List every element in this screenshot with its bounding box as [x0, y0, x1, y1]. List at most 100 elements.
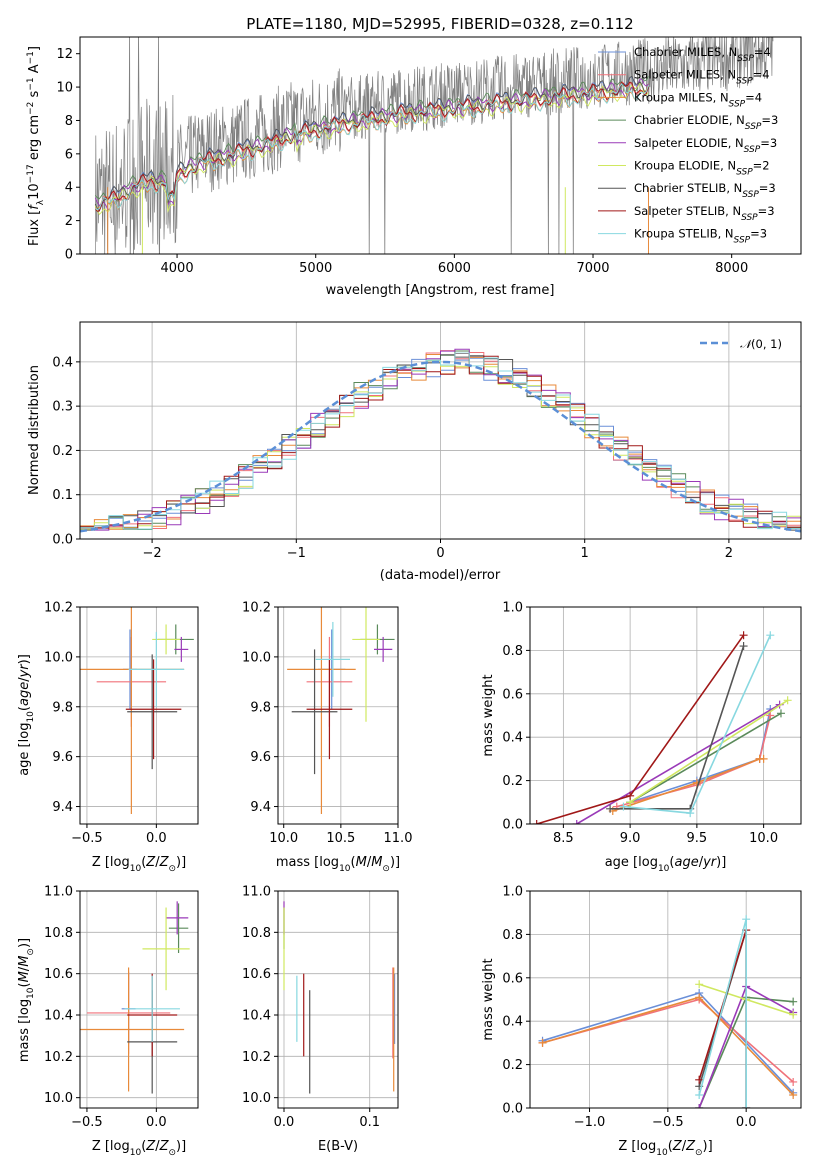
model-spectrum-line [94, 75, 649, 212]
x-tick-label: 10.0 [749, 831, 778, 846]
label-part: ( [668, 1139, 673, 1154]
x-tick-label: 2 [725, 546, 733, 561]
label-part: erg cm [27, 115, 42, 164]
weight-marker [572, 820, 581, 824]
y-tick-label: 10.8 [242, 926, 271, 941]
weight-marker [783, 696, 792, 705]
axes-frame [277, 606, 399, 825]
plot-area [94, 37, 774, 254]
x-tick-label: 9.0 [620, 831, 641, 846]
label-part: ( [141, 1139, 146, 1154]
mass-vs-Z-panel: −0.5 0.010.010.210.410.610.811.0Z [log10(… [17, 885, 199, 1158]
x-tick-label: −1.0 [574, 1115, 606, 1130]
x-tick-label: 0.0 [146, 1115, 167, 1130]
y-tick-label: 0.2 [52, 444, 73, 459]
x-axis-label: Z [log10(Z/Z⊙)] [92, 855, 186, 874]
label-part: / [699, 855, 704, 870]
label-part: =4 [754, 45, 771, 59]
mass-vs-ebv-panel: 0.0 0.1 10.0 10.2 10.4 10.6 10.8 11.0 E(B-V) [242, 885, 399, 1154]
x-tick-label: −0.5 [652, 1115, 684, 1130]
x-tick-label: −0.5 [71, 1115, 103, 1130]
y-tick-label: 10.6 [242, 967, 271, 982]
label-part: SSP [741, 213, 758, 223]
label-part: / [367, 855, 372, 870]
label-part: mass [log [276, 855, 339, 870]
y-tick-label: 0.6 [502, 687, 523, 702]
age-vs-Z-panel: −0.5 0.09.49.69.810.010.2Z [log10(Z/Z⊙)]a… [17, 601, 199, 874]
label-part: / [682, 1139, 687, 1154]
spectrum-panel: 4000 5000 6000 7000 8000 0 2 4 6 8 10 12 wavelength … [26, 36, 802, 298]
y-tick-label: 0.8 [502, 644, 523, 659]
weight-series-line [576, 703, 781, 824]
legend-entry: Kroupa MILES, NSSP=4 [634, 90, 762, 109]
weight-marker [789, 997, 798, 1006]
y-tick-label: 11.0 [44, 885, 73, 900]
legend-entry: 𝒩(0, 1) [740, 337, 782, 351]
weight-marker [789, 1090, 798, 1099]
label-part: =3 [761, 113, 778, 127]
y-tick-label: 10.0 [44, 650, 73, 665]
y-tick-label: 0.4 [502, 731, 523, 746]
legend-entry: Kroupa ELODIE, NSSP=2 [634, 159, 770, 178]
y-tick-label: 0.4 [502, 1015, 523, 1030]
model-spectrum-line [94, 82, 649, 216]
label-part: Z [159, 855, 170, 870]
weight-marker [619, 802, 628, 811]
y-tick-label: 2 [65, 214, 73, 229]
plot-area [283, 901, 396, 1094]
label-part: Salpeter MILES, N [634, 68, 736, 82]
y-tick-label: 9.8 [52, 700, 73, 715]
label-part: ( [669, 855, 674, 870]
x-tick-label: 0.0 [736, 1115, 757, 1130]
label-part: =3 [758, 204, 775, 218]
y-tick-label: 11.0 [242, 885, 271, 900]
label-part: λ [36, 199, 46, 205]
weight-marker [742, 1104, 751, 1108]
label-part: mass [log [17, 999, 32, 1062]
y-tick-label: 1.0 [502, 601, 523, 616]
histogram-step [80, 353, 801, 529]
label-part: )] [176, 855, 186, 870]
y-tick-label: 10.0 [242, 650, 271, 665]
x-tick-label: 10.0 [269, 831, 298, 846]
legend-entry: Kroupa STELIB, NSSP=3 [634, 227, 767, 246]
y-axis-label: mass [log10(M/M⊙)] [17, 938, 36, 1062]
y-tick-label: 4 [65, 181, 73, 196]
label-part: )] [17, 654, 32, 664]
plot-area [80, 901, 190, 1094]
label-part: Z [672, 1139, 683, 1154]
label-part: ⊙ [168, 864, 176, 874]
label-part: )] [17, 938, 32, 948]
label-part: Salpeter ELODIE, N [634, 136, 744, 150]
y-tick-label: 10.4 [44, 1009, 73, 1024]
axes-frame [79, 606, 199, 825]
y-tick-label: 9.6 [250, 750, 271, 765]
weight-marker [742, 915, 751, 924]
legend-entry: Chabrier STELIB, NSSP=3 [634, 181, 776, 200]
age-vs-mass-panel: 10.0 10.5 11.0 9.4 9.6 9.8 10.0 10.2 mass [log10… [242, 601, 412, 875]
label-part: −1 [26, 77, 36, 90]
label-part: Flux [ [27, 210, 42, 246]
weight-marker [695, 980, 704, 989]
weight-vs-Z-panel: −1.0 −0.5 0.00.00.20.40.60.81.0Z [log10(Z/… [481, 885, 802, 1158]
y-tick-label: 0.2 [502, 1058, 523, 1073]
y-tick-label: 9.4 [250, 800, 271, 815]
y-tick-label: 10.2 [44, 1050, 73, 1065]
label-part: −17 [26, 164, 36, 183]
label-part: =4 [753, 68, 770, 82]
label-part: yr [17, 663, 32, 679]
y-tick-label: 0.3 [52, 400, 73, 415]
y-tick-label: 10.8 [44, 926, 73, 941]
label-part: M [17, 971, 32, 982]
legend-entry: Salpeter ELODIE, NSSP=3 [634, 136, 777, 155]
label-part: SSP [736, 168, 753, 178]
y-tick-label: 12 [56, 47, 73, 62]
label-part: 10 [656, 1148, 668, 1158]
label-part: Kroupa STELIB, N [634, 227, 734, 241]
weight-marker [789, 1077, 798, 1086]
label-part: Kroupa MILES, N [634, 90, 729, 104]
x-tick-label: 0.0 [274, 1115, 295, 1130]
y-tick-label: 10.2 [242, 1050, 271, 1065]
label-part: f [27, 203, 42, 210]
x-axis-label: wavelength [Angstrom, rest frame] [326, 283, 555, 298]
